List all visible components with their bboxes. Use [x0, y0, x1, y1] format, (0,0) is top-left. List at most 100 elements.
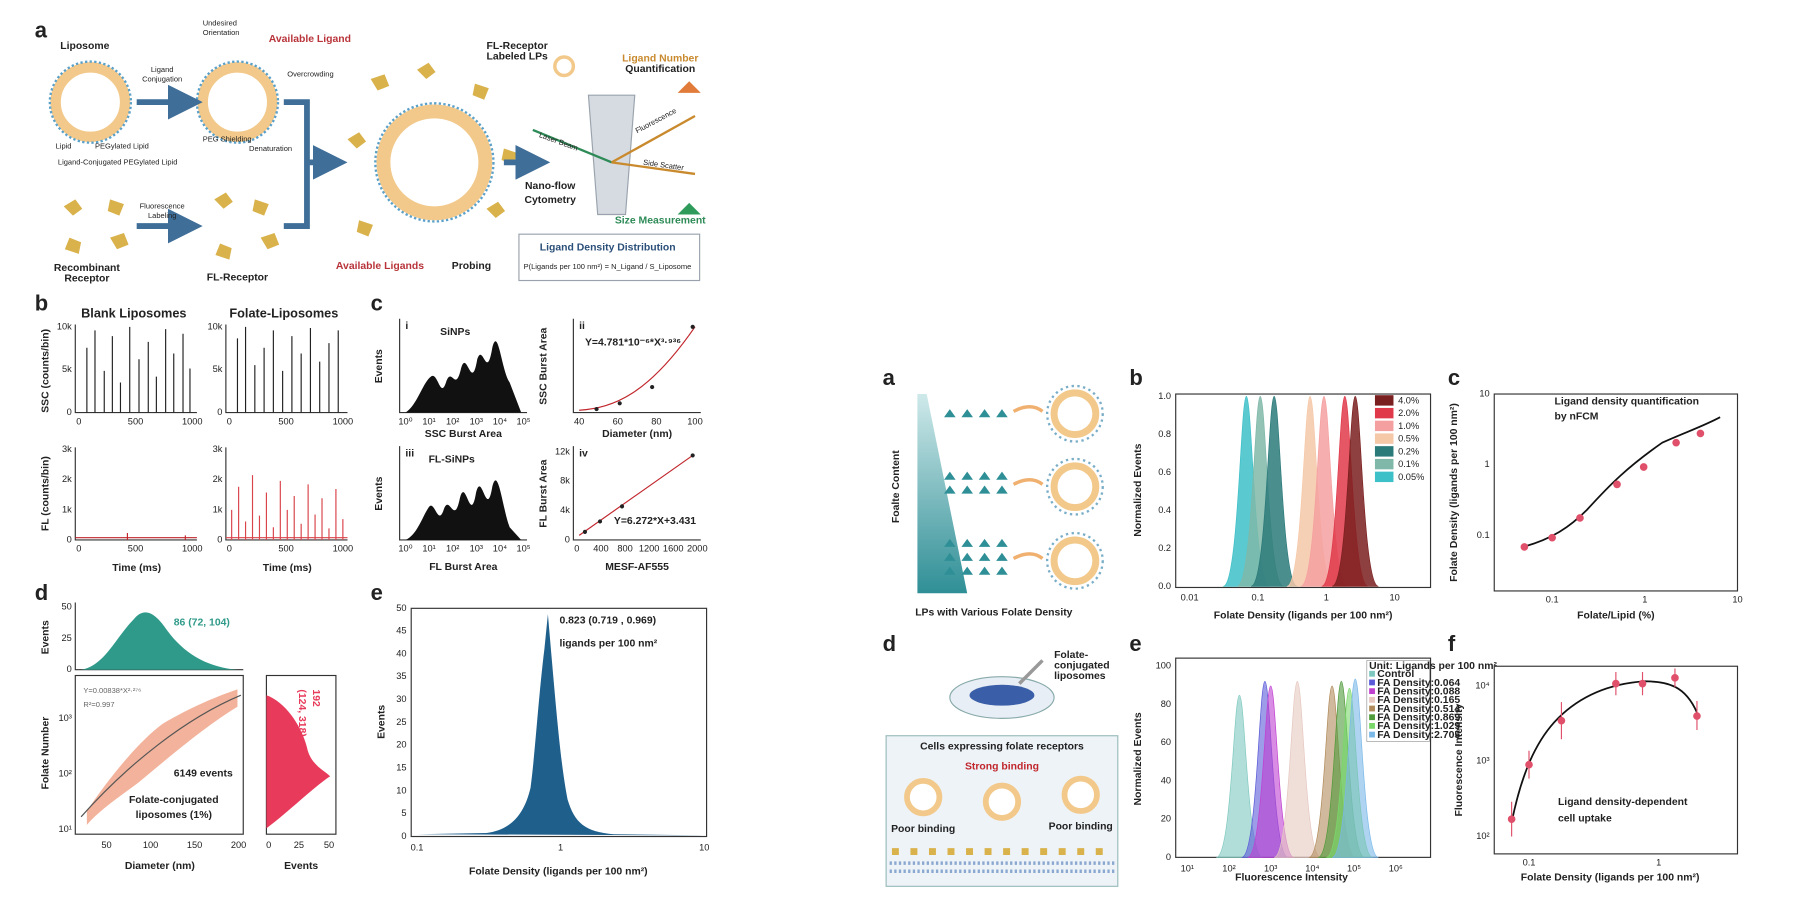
text: Conjugation	[142, 74, 182, 83]
text: SiNPs	[440, 327, 470, 338]
cells	[969, 684, 1035, 706]
liposomes	[1050, 389, 1100, 586]
text: Denaturation	[249, 144, 292, 153]
trace	[225, 475, 348, 540]
tick-label: 50	[396, 603, 406, 613]
tick-label: 0	[227, 544, 232, 554]
text: Folate-Liposomes	[229, 306, 338, 321]
legend-swatch	[1369, 688, 1375, 695]
legend-swatch	[1374, 433, 1394, 444]
text: Labeled LPs	[487, 51, 549, 62]
axis-title: Events	[284, 861, 318, 872]
tick-label: 3k	[213, 444, 223, 454]
tick-label: 0.2	[1158, 543, 1171, 553]
left-panel-c: c i SiNPs ii Y=4.781*10⁻⁶*X³·⁹³⁶ iii FL-…	[371, 291, 701, 573]
legend-label: 4.0%	[1398, 395, 1419, 405]
scatter-cloud	[86, 689, 238, 825]
legend-label: 0.1%	[1398, 459, 1419, 469]
tick-label: 20	[1161, 814, 1171, 824]
tick-label: 0.01	[1181, 592, 1199, 602]
axis	[399, 446, 528, 541]
tick-label: 0	[227, 416, 232, 426]
left-panel-e: e 0.823 (0.719 , 0.969) ligands per 100 …	[371, 580, 708, 878]
panel-label: e	[371, 580, 383, 605]
tick-label: 10	[1479, 388, 1489, 398]
legend-label: FA Density:2.705	[1377, 730, 1460, 741]
text: Cells expressing folate receptors	[920, 742, 1084, 753]
points	[582, 324, 695, 534]
legend-swatch	[1369, 714, 1375, 721]
legend-swatch	[1369, 696, 1375, 703]
axis-title: Time (ms)	[112, 563, 161, 574]
arrows	[1012, 405, 1044, 561]
axis-title: SSC Burst Area	[425, 429, 502, 440]
tick-label: 0	[266, 840, 271, 850]
text: cell uptake	[1558, 813, 1612, 824]
text: Y=6.272*X+3.431	[614, 516, 696, 527]
tick-label: 80	[651, 416, 661, 426]
tick-label: 2k	[62, 474, 72, 484]
tick-label: 3k	[62, 444, 72, 454]
tick-label: 500	[278, 544, 293, 554]
text: Folate-conjugated	[129, 795, 219, 806]
legend-swatch	[1369, 705, 1375, 712]
axis	[74, 447, 197, 541]
tick-label: 0.4	[1158, 505, 1171, 515]
text: Ligand Number	[622, 54, 698, 65]
tick-label: 0	[574, 544, 579, 554]
tick-label: 10k	[57, 321, 72, 331]
text: iii	[405, 449, 414, 460]
panel-label: c	[1448, 365, 1460, 390]
liposome	[50, 62, 131, 143]
tick-label: 35	[396, 671, 406, 681]
text: PEG Shielding	[203, 135, 252, 144]
tick-label: 10¹	[422, 416, 435, 426]
tick-label: 0	[217, 407, 222, 417]
legend-swatch	[1374, 420, 1394, 432]
histogram	[81, 612, 238, 670]
trace	[86, 326, 191, 413]
tick-label: 2k	[213, 474, 223, 484]
legend-swatch	[1369, 731, 1375, 738]
text: Receptor	[64, 274, 109, 285]
tick-label: 100	[687, 416, 702, 426]
axis-title: Folate Density (ligands per 100 nm²)	[1214, 611, 1393, 622]
tick-label: 10¹	[422, 544, 435, 554]
lipid-heads	[374, 102, 495, 223]
tick-label: 0.1	[411, 843, 424, 853]
panel-label: c	[371, 291, 383, 316]
tick-label: 0.0	[1158, 581, 1171, 591]
tick-label: 0	[1166, 852, 1171, 862]
laser	[532, 128, 613, 164]
fit-line	[80, 694, 242, 818]
tick-label: 1k	[213, 504, 223, 514]
axis-title: Events	[374, 349, 385, 383]
icon	[677, 81, 701, 93]
liposome	[197, 62, 278, 143]
tick-label: 1	[1484, 459, 1489, 469]
tick-label: 400	[593, 544, 608, 554]
tick-label: 60	[1161, 737, 1171, 747]
right-panel-f: f Ligand density-dependent cell uptake F…	[1448, 631, 1739, 884]
axis-title: SSC (counts/bin)	[41, 329, 52, 413]
text: 0.823 (0.719 , 0.969)	[559, 615, 656, 626]
tick-label: 1	[1324, 592, 1329, 602]
tick-label: 10	[699, 843, 709, 853]
tick-label: 1	[1642, 595, 1647, 605]
axis	[410, 607, 708, 838]
right-panel-a: a Foalte Content LPs with Various Folate…	[883, 365, 1104, 618]
tick-label: 10⁴	[1305, 863, 1319, 873]
left-panel-b: b Blank Liposomes Folate-Liposomes SSC (…	[35, 291, 348, 574]
axis-title: FL Burst Area	[539, 459, 550, 527]
text: ligands per 100 nm²	[559, 639, 657, 650]
tick-label: 0	[76, 544, 81, 554]
text: Quantification	[625, 64, 695, 75]
text: Ligand density-dependent	[1558, 797, 1688, 808]
liposome	[376, 104, 493, 221]
tick-label: 50	[62, 602, 72, 612]
axis-title: Folate Density (ligands per 100 nm²)	[1449, 403, 1460, 582]
legend-swatch	[1374, 446, 1394, 457]
tick-label: 0	[217, 534, 222, 544]
text: (124, 318)	[296, 689, 307, 736]
